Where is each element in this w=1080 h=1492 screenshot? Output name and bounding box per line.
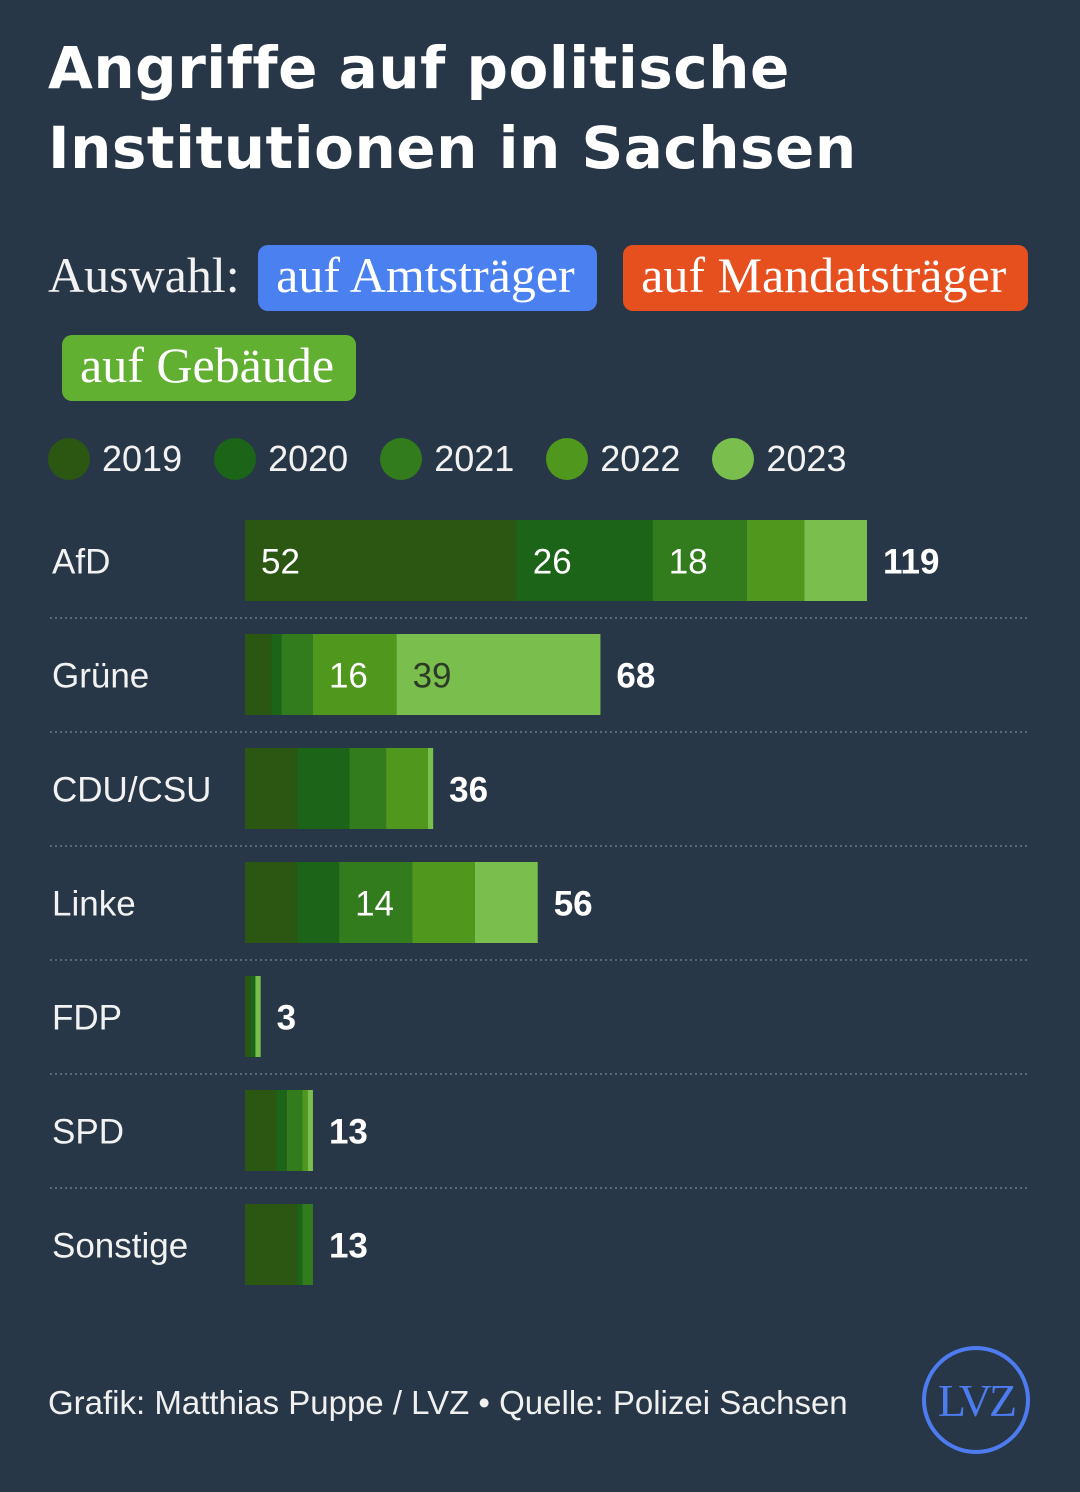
bar-segment bbox=[276, 1090, 287, 1171]
bar-segment bbox=[286, 1090, 303, 1171]
legend-swatch bbox=[546, 438, 589, 480]
bar-segment bbox=[297, 748, 350, 829]
bar-segment bbox=[250, 976, 256, 1057]
chip-gebaeude[interactable]: auf Gebäude bbox=[62, 335, 357, 401]
bar-segment bbox=[804, 520, 867, 601]
segment-value-label: 39 bbox=[413, 657, 452, 696]
bar-segment bbox=[412, 862, 475, 943]
chip-amtstraeger[interactable]: auf Amtsträger bbox=[258, 245, 597, 311]
bar-segment bbox=[516, 520, 653, 601]
bar-segment bbox=[302, 1204, 313, 1285]
legend-swatch bbox=[214, 438, 257, 480]
segment-value-label: 18 bbox=[669, 543, 708, 582]
legend-label: 2023 bbox=[766, 438, 847, 479]
bar-segment bbox=[271, 634, 282, 715]
category-label: Sonstige bbox=[52, 1227, 188, 1266]
bar-segment bbox=[427, 748, 434, 829]
bar-segment bbox=[281, 634, 313, 715]
total-value-label: 119 bbox=[883, 543, 939, 582]
chart-title: Angriffe auf politische Institutionen in… bbox=[48, 34, 857, 182]
legend-item-2019: 2019 bbox=[48, 438, 182, 480]
segment-value-label: 14 bbox=[355, 885, 394, 924]
bar-segment bbox=[312, 634, 397, 715]
stacked-bar-chart: AfD 52 26 18 119 Grüne 16 39 68 CDU/CSU 36 Linke 14 5… bbox=[50, 520, 1030, 1285]
category-label: AfD bbox=[52, 543, 110, 582]
total-value-label: 36 bbox=[449, 771, 488, 810]
legend-label: 2019 bbox=[102, 438, 183, 479]
legend-item-2023: 2023 bbox=[712, 438, 846, 480]
legend-swatch bbox=[380, 438, 423, 480]
legend-label: 2021 bbox=[434, 438, 515, 479]
bar-segment bbox=[245, 1204, 298, 1285]
selection-bar: Auswahl: auf Amtsträger auf Mandatsträge… bbox=[48, 230, 1048, 410]
legend-swatch bbox=[712, 438, 755, 480]
chip-mandatstraeger[interactable]: auf Mandatsträger bbox=[623, 245, 1029, 311]
bar-segment bbox=[255, 976, 261, 1057]
total-value-label: 13 bbox=[329, 1113, 368, 1152]
total-value-label: 3 bbox=[277, 999, 296, 1038]
source-credit: Grafik: Matthias Puppe / LVZ • Quelle: P… bbox=[48, 1384, 848, 1421]
bar-segment bbox=[245, 520, 517, 601]
bar-segment bbox=[339, 862, 413, 943]
segment-value-label: 52 bbox=[261, 543, 300, 582]
legend-label: 2020 bbox=[268, 438, 349, 479]
bar-segment bbox=[245, 1090, 277, 1171]
category-label: Linke bbox=[52, 885, 136, 924]
legend-label: 2022 bbox=[600, 438, 681, 479]
category-label: Grüne bbox=[52, 657, 149, 696]
legend-item-2022: 2022 bbox=[546, 438, 680, 480]
legend: 2019 2020 2021 2022 2023 bbox=[48, 436, 878, 482]
bar-segment bbox=[349, 748, 387, 829]
bar-segment bbox=[297, 1204, 303, 1285]
total-value-label: 68 bbox=[616, 657, 655, 696]
segment-value-label: 16 bbox=[329, 657, 368, 696]
bar-segment bbox=[746, 520, 805, 601]
bar-segment bbox=[245, 748, 298, 829]
lvz-logo[interactable]: LVZ bbox=[922, 1346, 1030, 1454]
total-value-label: 13 bbox=[329, 1227, 368, 1266]
legend-item-2020: 2020 bbox=[214, 438, 348, 480]
bar-segment bbox=[396, 634, 601, 715]
legend-swatch bbox=[48, 438, 90, 480]
legend-item-2021: 2021 bbox=[380, 438, 514, 480]
bar-segment bbox=[245, 862, 298, 943]
bar-segment bbox=[302, 1090, 308, 1171]
bar-segment bbox=[386, 748, 428, 829]
category-label: CDU/CSU bbox=[52, 771, 211, 810]
category-label: FDP bbox=[52, 999, 122, 1038]
bar-segment bbox=[245, 634, 272, 715]
selection-label: Auswahl: bbox=[48, 247, 240, 303]
total-value-label: 56 bbox=[554, 885, 593, 924]
bar-segment bbox=[652, 520, 747, 601]
bar-segment bbox=[245, 976, 251, 1057]
bar-segment bbox=[474, 862, 538, 943]
bar-segment bbox=[297, 862, 340, 943]
bar-segment bbox=[307, 1090, 313, 1171]
category-label: SPD bbox=[52, 1113, 124, 1152]
segment-value-label: 26 bbox=[533, 543, 572, 582]
